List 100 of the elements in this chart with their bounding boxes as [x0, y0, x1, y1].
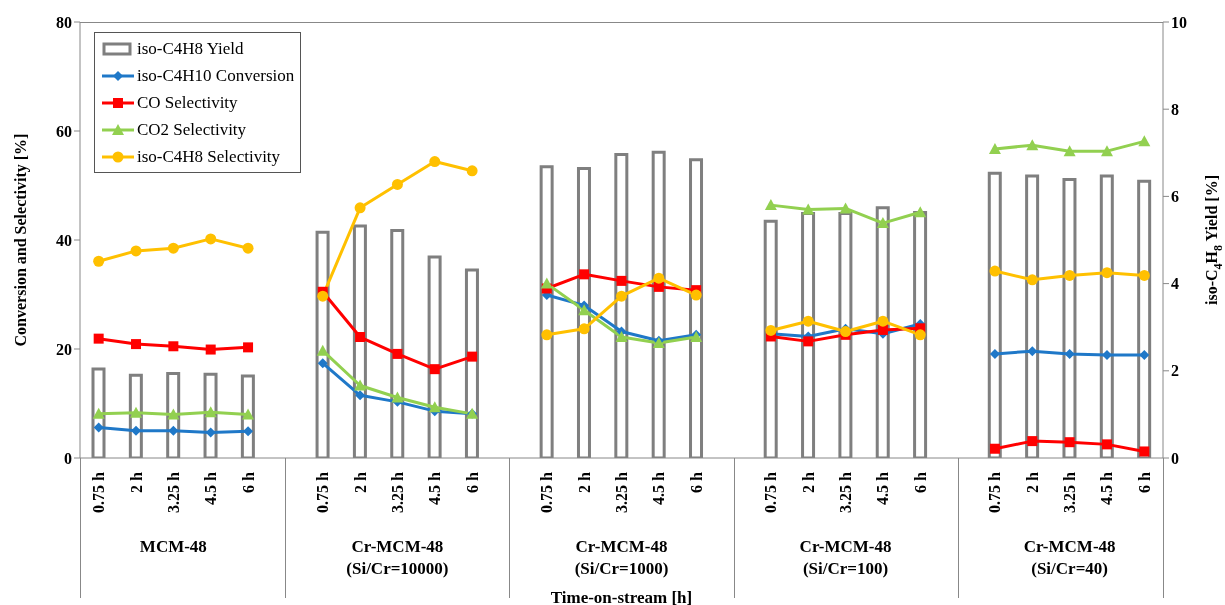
- y2-tick-label: 2: [1171, 362, 1179, 380]
- point: [1026, 274, 1038, 286]
- x-tick-label: 0.75 h: [90, 471, 108, 513]
- point: [1064, 437, 1075, 448]
- x-tick-label: 6 h: [463, 471, 481, 493]
- point: [429, 364, 440, 375]
- point: [429, 156, 441, 168]
- y-tick-label: 20: [56, 340, 72, 358]
- point: [392, 348, 403, 359]
- point: [579, 269, 590, 280]
- y2-tick-label: 8: [1171, 100, 1179, 118]
- y2-tick-label: 0: [1171, 449, 1179, 467]
- x-tick-label: 6 h: [911, 471, 929, 493]
- point: [130, 406, 143, 418]
- x-tick-label: 6 h: [239, 471, 257, 493]
- point: [1064, 269, 1076, 281]
- y2-tick-label: 4: [1171, 275, 1179, 293]
- y2-tick-label: 10: [1171, 13, 1187, 31]
- x-tick-label: 6 h: [687, 471, 705, 493]
- y-tick-label: 60: [56, 122, 72, 140]
- x-tick-label: 2 h: [1023, 471, 1041, 493]
- point: [914, 206, 927, 218]
- point: [167, 242, 179, 254]
- point: [802, 203, 815, 215]
- point: [1138, 135, 1151, 147]
- point: [1139, 446, 1150, 457]
- point: [764, 199, 777, 211]
- point: [1100, 145, 1113, 157]
- point: [876, 217, 889, 229]
- point: [988, 142, 1001, 154]
- point: [989, 443, 1000, 454]
- x-tick-label: 3.25 h: [613, 471, 630, 513]
- point: [354, 202, 366, 214]
- x-tick-label: 4.5 h: [1098, 471, 1116, 505]
- point: [317, 358, 328, 369]
- y2-tick-label: 6: [1171, 188, 1179, 206]
- point: [205, 344, 216, 355]
- x-tick-label: 3.25 h: [164, 471, 182, 513]
- point: [690, 289, 702, 301]
- x-tick-label: 3.25 h: [837, 471, 855, 513]
- x-tick-label: 4.5 h: [874, 471, 892, 505]
- point: [467, 351, 478, 362]
- legend-label: iso-C4H8 Selectivity: [137, 146, 281, 168]
- point: [839, 202, 852, 214]
- y-tick-label: 40: [56, 231, 72, 249]
- point: [355, 390, 366, 401]
- point: [1101, 267, 1113, 279]
- point: [204, 406, 217, 418]
- point: [615, 331, 628, 343]
- point: [428, 401, 441, 413]
- point: [243, 426, 254, 437]
- point: [167, 408, 180, 420]
- point: [802, 315, 814, 327]
- point: [391, 178, 403, 190]
- y-tick-label: 80: [56, 13, 72, 31]
- point: [653, 272, 665, 284]
- point: [242, 408, 255, 420]
- point: [989, 348, 1000, 359]
- x-tick-label: 4.5 h: [650, 471, 668, 505]
- point: [1064, 348, 1075, 359]
- legend-label: CO2 Selectivity: [137, 119, 247, 141]
- point: [93, 333, 104, 344]
- text: Cr-MCM-48 (Si/Cr=10000): [345, 536, 450, 580]
- x-tick-label: 3.25 h: [1061, 471, 1079, 513]
- x-axis-title: Time-on-stream [h]: [549, 588, 694, 605]
- point: [616, 290, 627, 302]
- point: [354, 379, 367, 391]
- x-tick-label: 2 h: [127, 471, 145, 493]
- x-tick-label: 4.5 h: [202, 471, 220, 505]
- point: [355, 332, 366, 343]
- point: [877, 324, 888, 335]
- x-tick-label: 0.75 h: [986, 471, 1004, 513]
- x-tick-label: 6 h: [1135, 471, 1153, 493]
- legend-label: iso-C4H8 Yield: [137, 38, 244, 60]
- point: [243, 342, 254, 353]
- text: Cr-MCM-48 (Si/Cr=100): [798, 536, 893, 580]
- point: [803, 336, 814, 347]
- point: [391, 391, 404, 403]
- legend-label: CO Selectivity: [137, 92, 238, 114]
- point: [93, 422, 104, 433]
- text: Cr-MCM-48 (Si/Cr=40): [1022, 536, 1117, 580]
- point: [168, 425, 179, 436]
- point: [877, 315, 889, 327]
- point: [93, 255, 105, 267]
- x-tick-label: 0.75 h: [762, 471, 780, 513]
- point: [317, 290, 329, 302]
- point: [205, 427, 216, 438]
- point: [1139, 350, 1150, 360]
- x-tick-label: 2 h: [799, 471, 817, 493]
- point: [914, 329, 926, 341]
- point: [989, 265, 1001, 277]
- x-tick-label: 4.5 h: [426, 471, 444, 505]
- point: [242, 242, 254, 254]
- point: [1101, 439, 1112, 450]
- point: [540, 277, 553, 289]
- x-tick-label: 2 h: [351, 471, 369, 493]
- point: [92, 407, 105, 419]
- point: [1027, 436, 1038, 447]
- point: [466, 165, 478, 177]
- y-axis-title: Conversion and Selectivity [%]: [11, 133, 30, 347]
